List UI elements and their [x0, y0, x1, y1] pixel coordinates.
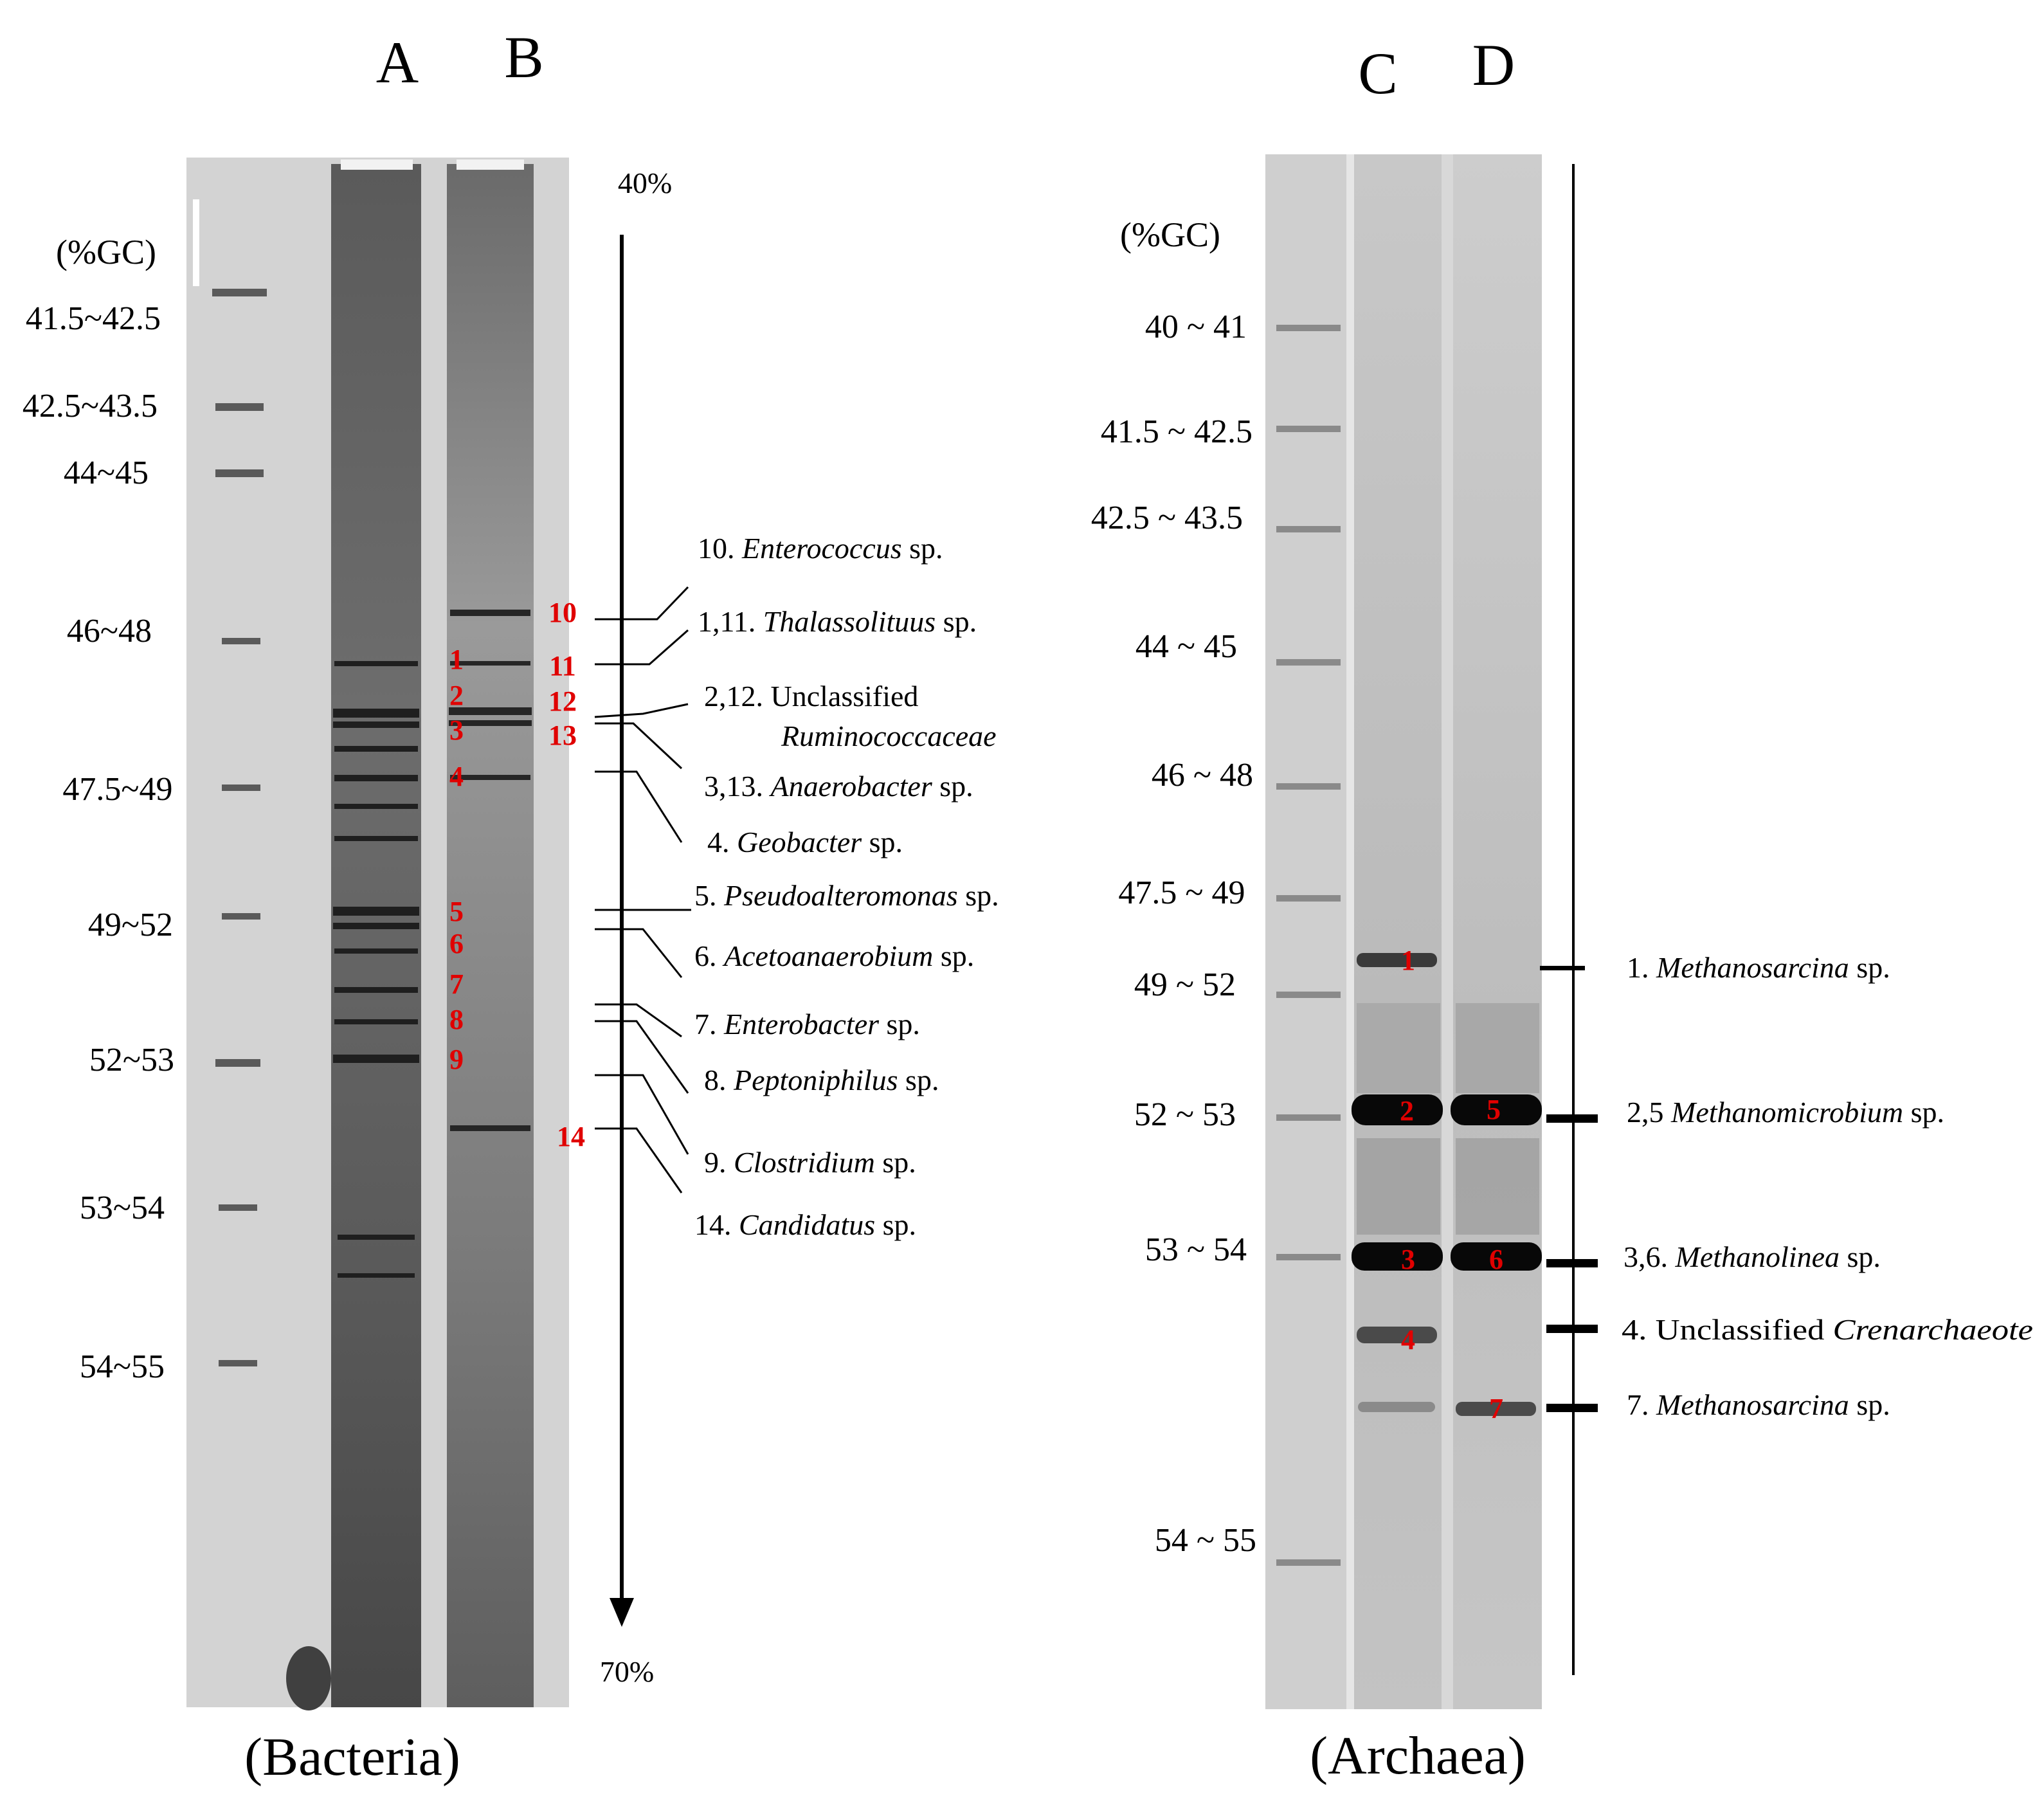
archaea-marker-ticks	[1540, 966, 1598, 1412]
band-number: 6	[1489, 1244, 1503, 1275]
lane-c-bands	[1352, 953, 1443, 1412]
bacteria-gc-header: (%GC)	[56, 233, 156, 271]
archaea-ladder-label: 53 ~ 54	[1145, 1231, 1247, 1268]
archaea-caption: (Archaea)	[1310, 1726, 1526, 1786]
bacteria-ladder-bands	[212, 289, 267, 1366]
lane-a-band-numbers: 1 2 3 4 5 6 7 8 9	[449, 644, 464, 1075]
bacteria-ladder-labels: 41.5~42.5 42.5~43.5 44~45 46~48 47.5~49 …	[23, 300, 174, 1385]
bacteria-gel-image	[186, 158, 569, 1710]
bacteria-caption: (Bacteria)	[244, 1727, 460, 1787]
band-number: 11	[549, 650, 576, 682]
archaea-ladder-label: 49 ~ 52	[1134, 966, 1236, 1003]
band-number: 6	[449, 928, 464, 959]
bacteria-ladder-label: 54~55	[80, 1348, 165, 1385]
species-label: 3,13. Anaerobacter sp.	[704, 770, 973, 803]
band-number: 2	[1400, 1095, 1414, 1127]
lane-label-a: A	[376, 30, 419, 95]
archaea-ladder-label: 44 ~ 45	[1135, 628, 1237, 665]
band-number: 14	[557, 1121, 585, 1152]
species-label: 4. Unclassified Crenarchaeote	[1622, 1313, 2033, 1346]
band-number: 4	[449, 761, 464, 792]
lane-d-bands	[1451, 1094, 1542, 1416]
bacteria-ladder-label: 47.5~49	[62, 771, 172, 808]
gradient-bottom-label: 70%	[600, 1655, 654, 1688]
band-number: 2	[449, 680, 464, 711]
archaea-ladder-labels: 40 ~ 41 41.5 ~ 42.5 42.5 ~ 43.5 44 ~ 45 …	[1091, 309, 1256, 1559]
bacteria-ladder-label: 41.5~42.5	[26, 300, 161, 337]
band-number: 5	[1487, 1094, 1501, 1125]
species-label: 6. Acetoanaerobium sp.	[694, 939, 974, 972]
band-number: 3	[1401, 1244, 1415, 1275]
archaea-ladder-label: 54 ~ 55	[1155, 1522, 1256, 1559]
species-label: 2,12. Unclassified	[704, 680, 918, 712]
archaea-ladder-bands	[1276, 325, 1341, 1566]
species-label: 8. Peptoniphilus sp.	[704, 1064, 939, 1096]
species-label: 5. Pseudoalteromonas sp.	[694, 879, 999, 912]
species-label: 14. Candidatus sp.	[694, 1208, 916, 1241]
species-label: 2,5 Methanomicrobium sp.	[1627, 1096, 1944, 1129]
band-number: 5	[449, 896, 464, 927]
species-label: 1,11. Thalassolituus sp.	[698, 605, 977, 638]
lane-b-band-numbers: 10 11 12 13 14	[548, 597, 585, 1152]
band-number: 8	[449, 1004, 464, 1035]
species-label: 7. Methanosarcina sp.	[1627, 1388, 1890, 1421]
band-number: 1	[1401, 945, 1415, 976]
band-number: 13	[548, 720, 577, 751]
archaea-species-list: 1. Methanosarcina sp. 2,5 Methanomicrobi…	[1622, 951, 2033, 1421]
archaea-ladder-label: 41.5 ~ 42.5	[1101, 413, 1253, 450]
bacteria-species-list: 10. Enterococcus sp. 1,11. Thalassolituu…	[694, 532, 999, 1241]
species-label: Ruminococcaceae	[781, 720, 997, 752]
band-number: 12	[548, 685, 577, 717]
species-label: 10. Enterococcus sp.	[698, 532, 943, 565]
bacteria-panel: A B	[23, 24, 999, 1787]
lane-label-d: D	[1472, 32, 1515, 98]
gradient-top-label: 40%	[618, 167, 672, 199]
lane-label-b: B	[504, 24, 543, 90]
species-label: 4. Geobacter sp.	[707, 826, 903, 858]
species-label: 1. Methanosarcina sp.	[1627, 951, 1890, 984]
archaea-ladder-label: 46 ~ 48	[1152, 757, 1253, 794]
bacteria-ladder-label: 52~53	[89, 1042, 174, 1078]
band-number: 7	[449, 968, 464, 1000]
band-number: 4	[1401, 1324, 1415, 1356]
band-number: 9	[449, 1044, 464, 1075]
species-label: 7. Enterobacter sp.	[694, 1008, 920, 1040]
band-number: 3	[449, 714, 464, 746]
archaea-ladder-label: 40 ~ 41	[1145, 309, 1247, 345]
archaea-panel: C D	[1091, 32, 2033, 1786]
archaea-ladder-label: 42.5 ~ 43.5	[1091, 500, 1243, 536]
gradient-arrowhead	[610, 1598, 634, 1627]
band-number: 7	[1489, 1393, 1503, 1424]
band-number: 10	[548, 597, 577, 628]
species-label: 3,6. Methanolinea sp.	[1623, 1240, 1881, 1273]
lane-label-c: C	[1358, 41, 1397, 106]
lane-a-bands	[333, 661, 419, 1278]
archaea-gc-header: (%GC)	[1120, 215, 1220, 254]
lane-d-band-numbers: 5 6 7	[1487, 1094, 1503, 1424]
bacteria-ladder-label: 44~45	[64, 455, 149, 491]
bacteria-ladder-label: 53~54	[80, 1190, 165, 1226]
archaea-ladder-label: 52 ~ 53	[1134, 1096, 1236, 1133]
bacteria-ladder-label: 46~48	[67, 613, 152, 649]
bacteria-ladder-label: 49~52	[88, 907, 173, 943]
lane-c-band-numbers: 1 2 3 4	[1400, 945, 1415, 1356]
bacteria-ladder-label: 42.5~43.5	[23, 388, 158, 424]
lane-b-bands	[449, 610, 532, 1131]
bacteria-connector-lines	[594, 586, 691, 1193]
band-number: 1	[449, 644, 464, 675]
archaea-ladder-label: 47.5 ~ 49	[1118, 875, 1245, 911]
archaea-gel-image	[1265, 154, 1542, 1709]
species-label: 9. Clostridium sp.	[704, 1146, 916, 1179]
